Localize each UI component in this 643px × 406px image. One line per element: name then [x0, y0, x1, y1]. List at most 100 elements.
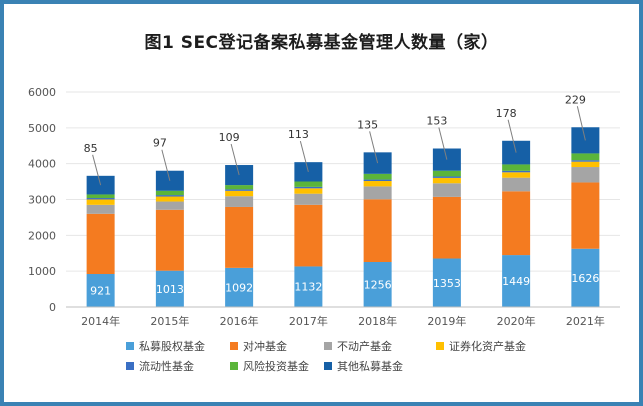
legend-label: 证券化资产基金	[449, 339, 526, 353]
callout-line	[576, 106, 586, 141]
data-labels: 921 85 1013 97 1092 109 1132 113 1256 135 1353 153 1…	[84, 93, 600, 297]
bar-segment	[502, 170, 531, 173]
bar-segment	[86, 194, 115, 199]
callout-line	[230, 143, 240, 176]
x-tick-label: 2021年	[566, 314, 605, 328]
legend-swatch	[230, 342, 238, 350]
y-tick-label: 0	[49, 301, 56, 314]
bar-segment	[225, 190, 254, 197]
top-segment-label: 113	[288, 128, 309, 141]
x-tick-label: 2016年	[220, 314, 259, 328]
bar-segment	[502, 172, 531, 178]
bar-segment	[432, 258, 461, 307]
bar-segment	[225, 165, 254, 186]
x-tick-label: 2018年	[358, 314, 397, 328]
legend-swatch	[230, 362, 238, 370]
bar-segment	[502, 164, 531, 171]
y-tick-label: 4000	[28, 158, 56, 171]
bar-segment	[571, 161, 600, 168]
bar-segment	[155, 209, 184, 271]
axes: 0 1000 2000 3000 4000 5000 6000 2014年 2015年 2016年…	[28, 86, 620, 328]
callout-line	[507, 119, 517, 153]
legend-swatch	[436, 342, 444, 350]
bar-segment	[225, 206, 254, 268]
bar-segment	[294, 181, 323, 187]
top-segment-label: 109	[219, 131, 240, 144]
bar-segment	[294, 204, 323, 267]
bar-segment	[155, 196, 184, 202]
bar-segment	[502, 255, 531, 307]
top-segment-label: 178	[496, 107, 517, 120]
chart-title: 图1 SEC登记备案私募基金管理人数量（家）	[144, 33, 499, 53]
bar-value-label: 1449	[502, 275, 530, 288]
legend-swatch	[126, 342, 134, 350]
y-tick-label: 6000	[28, 86, 56, 99]
y-tick-label: 3000	[28, 194, 56, 207]
x-tick-label: 2019年	[427, 314, 466, 328]
legend-label: 风险投资基金	[243, 359, 309, 373]
bar-segment	[363, 261, 392, 307]
legend-label: 不动产基金	[337, 339, 392, 353]
bar-segment	[432, 177, 461, 184]
bar-segment	[571, 153, 600, 161]
bar-segment	[155, 270, 184, 307]
x-tick-label: 2017年	[289, 314, 328, 328]
callout-line	[92, 154, 102, 186]
top-segment-label: 85	[84, 142, 98, 155]
bars	[86, 127, 600, 307]
grid-lines	[66, 91, 620, 272]
bar-value-label: 1626	[571, 272, 599, 285]
legend-label: 其他私募基金	[337, 359, 403, 373]
top-segment-label: 97	[153, 137, 167, 150]
bar-segment	[86, 199, 115, 205]
bar-segment	[571, 167, 600, 183]
bar-segment	[225, 185, 254, 190]
x-tick-label: 2015年	[150, 314, 189, 328]
bar-segment	[225, 189, 254, 191]
bar-segment	[86, 198, 115, 200]
bar-segment	[86, 213, 115, 274]
callout-line	[369, 131, 379, 164]
callout-line	[299, 141, 309, 172]
callout-line	[161, 149, 171, 181]
bar-segment	[86, 204, 115, 214]
bar-value-label: 1092	[225, 281, 253, 294]
bar-segment	[155, 195, 184, 197]
top-segment-label: 153	[426, 115, 447, 128]
bar-segment	[363, 199, 392, 262]
bar-segment	[571, 182, 600, 249]
bar-segment	[432, 196, 461, 259]
bar-segment	[363, 179, 392, 182]
legend-swatch	[324, 342, 332, 350]
bar-segment	[294, 188, 323, 194]
top-segment-label: 229	[565, 93, 586, 106]
legend-swatch	[324, 362, 332, 370]
y-tick-label: 2000	[28, 229, 56, 242]
bar-segment	[155, 201, 184, 210]
bar-segment	[225, 267, 254, 307]
legend-label: 流动性基金	[139, 359, 194, 373]
bar-value-label: 1013	[156, 283, 184, 296]
bar-segment	[432, 176, 461, 178]
bar-segment	[432, 170, 461, 177]
bar-segment	[571, 248, 600, 307]
bar-segment	[155, 190, 184, 196]
bar-segment	[225, 196, 254, 207]
legend-label: 私募股权基金	[139, 339, 205, 353]
bar-value-label: 1256	[364, 278, 392, 291]
y-tick-label: 5000	[28, 122, 56, 135]
bar-segment	[502, 191, 531, 256]
bar-segment	[432, 183, 461, 197]
x-tick-label: 2014年	[81, 314, 120, 328]
legend-label: 对冲基金	[243, 339, 287, 353]
bar-value-label: 1132	[294, 281, 322, 294]
bar-segment	[294, 266, 323, 307]
bar-value-label: 921	[90, 284, 111, 297]
stacked-bar-chart: 921 85 1013 97 1092 109 1132 113 1256 135 1353 153 1…	[28, 86, 620, 373]
x-tick-label: 2020年	[497, 314, 536, 328]
bar-value-label: 1353	[433, 277, 461, 290]
bar-segment	[363, 173, 392, 180]
bar-segment	[86, 273, 115, 307]
bar-segment	[363, 186, 392, 200]
